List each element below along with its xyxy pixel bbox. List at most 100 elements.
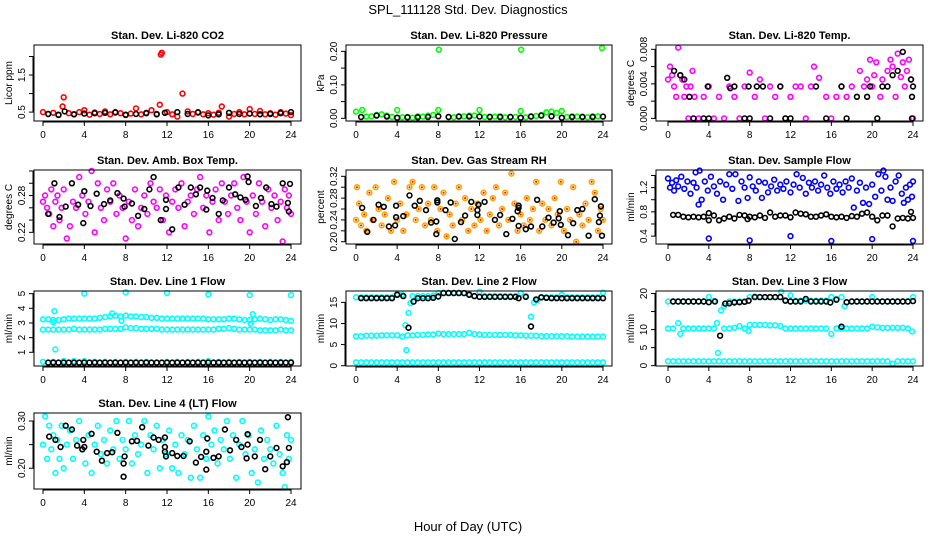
x-tick-label: 0: [665, 253, 671, 264]
x-tick-label: 8: [747, 253, 753, 264]
data-point: [856, 179, 864, 186]
data-point: [113, 210, 120, 218]
data-point: [117, 325, 124, 332]
data-point: [904, 325, 912, 332]
data-point: [705, 235, 712, 242]
data-point: [909, 83, 917, 90]
x-tick-label: 12: [161, 130, 173, 141]
data-point: [287, 359, 295, 366]
data-point-core: [408, 186, 411, 189]
data-point: [476, 288, 483, 295]
data-point: [685, 325, 692, 332]
data-point: [200, 326, 207, 333]
x-tick-label: 24: [907, 253, 919, 264]
data-point: [70, 325, 78, 332]
x-tick-label: 20: [867, 130, 879, 141]
data-point: [241, 326, 248, 333]
data-point: [515, 222, 522, 230]
x-axis-label: Hour of Day (UTC): [414, 519, 522, 534]
data-point: [236, 316, 243, 323]
data-point: [496, 113, 504, 121]
data-point-core: [501, 208, 504, 210]
data-point: [853, 358, 861, 365]
data-point: [714, 349, 722, 357]
data-point: [782, 115, 789, 122]
data-point: [251, 359, 259, 366]
data-point-core: [371, 218, 374, 221]
data-point: [132, 313, 140, 320]
data-point: [50, 319, 57, 326]
data-point: [409, 292, 416, 300]
data-point: [210, 316, 217, 323]
data-point: [670, 67, 678, 75]
data-point-core: [383, 213, 386, 216]
data-point: [60, 326, 67, 333]
data-point: [807, 325, 815, 332]
data-point: [894, 358, 901, 365]
data-point: [491, 113, 499, 120]
data-point: [700, 93, 707, 101]
x-tick-label: 12: [161, 253, 173, 264]
data-point: [892, 178, 899, 185]
data-point: [812, 83, 820, 90]
data-point: [388, 113, 396, 121]
data-point: [695, 115, 702, 122]
data-point: [122, 289, 129, 296]
data-point: [68, 426, 76, 433]
data-point: [434, 197, 441, 204]
data-point: [828, 358, 835, 365]
data-point-core: [596, 229, 599, 232]
data-point: [858, 298, 866, 305]
data-point: [352, 108, 360, 115]
data-point: [277, 198, 284, 205]
data-point: [215, 325, 222, 332]
data-point: [868, 181, 876, 188]
data-point: [189, 359, 197, 366]
data-point: [353, 184, 361, 191]
data-point: [73, 442, 81, 449]
data-point: [828, 330, 835, 338]
data-point: [54, 192, 61, 199]
data-point: [884, 358, 891, 365]
data-point: [415, 205, 422, 213]
data-point: [685, 358, 692, 365]
data-point: [394, 332, 401, 339]
data-point: [827, 299, 834, 306]
data-point: [853, 325, 861, 332]
data-point: [767, 183, 775, 190]
data-point: [55, 111, 62, 118]
data-point: [373, 112, 380, 119]
data-point-core: [602, 218, 604, 221]
data-point-core: [473, 224, 476, 227]
series-1: [664, 44, 917, 122]
data-point: [761, 321, 769, 329]
series-2: [359, 192, 606, 243]
data-point-core: [547, 208, 550, 210]
data-point-core: [399, 202, 402, 205]
data-point: [545, 214, 552, 221]
data-point: [666, 184, 674, 191]
panel-title: Stan. Dev. Line 1 Flow: [110, 276, 226, 288]
data-point: [599, 295, 607, 302]
data-point: [81, 326, 88, 333]
data-point: [568, 333, 576, 340]
data-point: [584, 114, 591, 121]
data-point: [150, 173, 157, 181]
data-point: [807, 83, 815, 90]
data-point: [455, 184, 463, 191]
data-point: [279, 180, 286, 187]
data-point: [121, 453, 128, 460]
data-point: [898, 190, 905, 197]
data-point: [460, 113, 468, 120]
data-point: [383, 295, 391, 302]
data-point: [169, 326, 176, 333]
data-point: [262, 111, 269, 118]
x-tick-label: 0: [353, 130, 359, 141]
data-point: [394, 291, 401, 298]
data-point: [246, 229, 253, 236]
data-point: [41, 192, 49, 199]
data-point: [802, 211, 809, 218]
data-point: [894, 50, 901, 57]
data-point: [217, 436, 224, 444]
